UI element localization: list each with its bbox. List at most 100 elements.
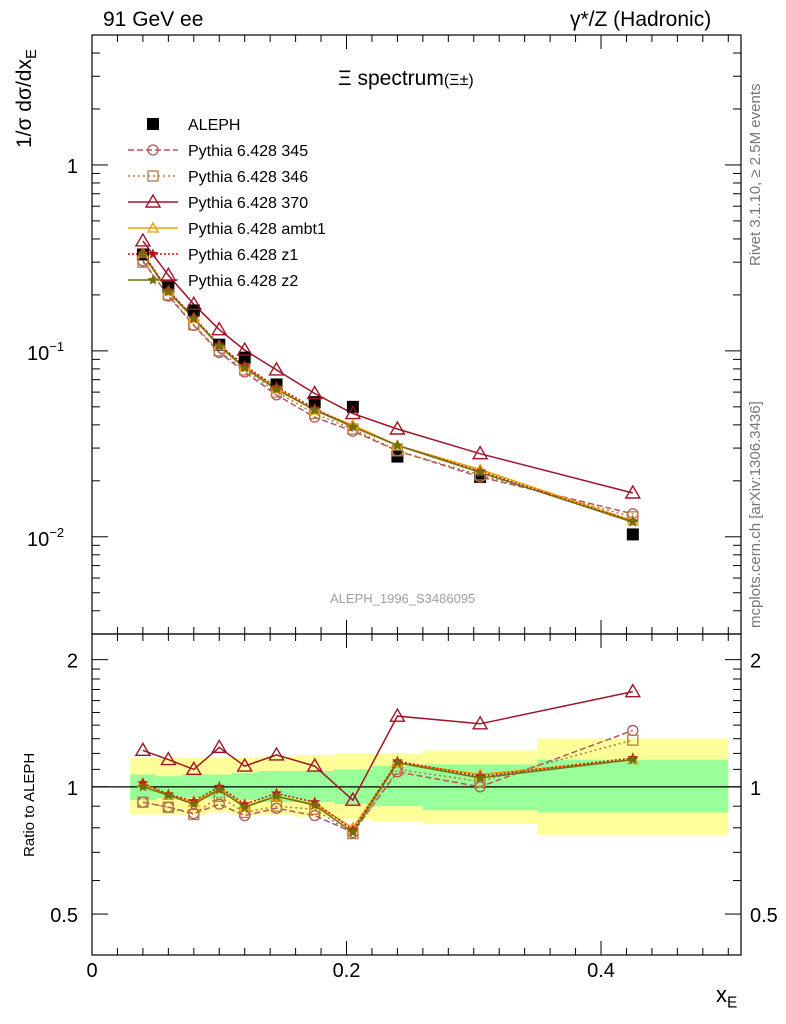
ratio-point-z2 — [239, 801, 251, 812]
rivet-info: Rivet 3.1.10, ≥ 2.5M events — [747, 83, 764, 267]
header-right: γ*/Z (Hadronic) — [570, 8, 712, 31]
x-axis-label-sub: E — [727, 994, 738, 1012]
legend-marker-p346 — [147, 170, 159, 182]
ratio-point-p346 — [188, 808, 200, 821]
legend-label-p345: Pythia 6.428 345 — [188, 143, 308, 160]
ratio-point-p345 — [213, 798, 225, 810]
point-p370 — [211, 321, 228, 336]
series-line-p345 — [142, 260, 633, 515]
main-title: Ξ spectrum(Ξ±) — [338, 67, 474, 91]
ratio-point-p370 — [185, 760, 203, 776]
legend-label-p346: Pythia 6.428 346 — [188, 169, 308, 186]
y-axis-label-main-sub: E — [24, 49, 41, 60]
point-z2 — [627, 516, 639, 527]
y-axis-label-main-text: 1/σ dσ/dx — [13, 59, 36, 148]
ratio-point-z2 — [309, 799, 321, 810]
ratio-point-p346 — [162, 801, 175, 813]
legend-marker-p370 — [144, 193, 162, 208]
ratio-tick-label-left: 0.5 — [50, 905, 78, 927]
band-inner-segment — [537, 759, 729, 813]
ratio-line-p370 — [142, 690, 633, 802]
legend-label-z1: Pythia 6.428 z1 — [188, 247, 298, 264]
ratio-point-p370 — [624, 683, 642, 698]
ratio-point-p370 — [344, 791, 362, 806]
ratio-point-z2 — [213, 783, 225, 795]
y-tick-label: 10−1 — [27, 339, 64, 365]
point-z2 — [137, 248, 149, 260]
main-title-text: Ξ spectrum — [338, 67, 444, 90]
x-axis-label: xE — [716, 982, 737, 1012]
ratio-line-p345 — [142, 729, 634, 834]
point-z2 — [347, 421, 359, 432]
ratio-point-p370 — [236, 757, 253, 772]
legend-marker-z2 — [147, 274, 159, 285]
main-series — [134, 232, 642, 541]
x-axis-label-text: x — [716, 982, 727, 1007]
ratio-series — [134, 683, 642, 840]
point-z2 — [188, 312, 200, 324]
series-line-z1 — [142, 252, 634, 523]
ratio-tick-label-left: 2 — [67, 651, 78, 673]
legend-label-p370: Pythia 6.428 370 — [188, 195, 308, 212]
series-line-ambt1 — [142, 252, 634, 522]
point-p370 — [160, 266, 177, 281]
ratio-line-p346 — [142, 739, 633, 835]
x-tick-label: 0 — [86, 960, 97, 982]
point-z2 — [474, 466, 486, 478]
ratio-point-p346 — [270, 800, 283, 812]
point-z2 — [213, 340, 225, 351]
point-p370 — [236, 341, 253, 356]
y-axis-label-main: 1/σ dσ/dxE — [13, 49, 40, 148]
ratio-tick-label-left: 1 — [67, 778, 78, 800]
ratio-frame — [91, 633, 742, 956]
x-tick-label: 0.4 — [587, 960, 615, 982]
series-line-p346 — [142, 261, 633, 518]
ratio-tick-label-right: 0.5 — [750, 905, 778, 927]
ratio-point-z2 — [162, 789, 174, 800]
legend-label-z2: Pythia 6.428 z2 — [188, 273, 298, 290]
point-z2 — [309, 404, 321, 415]
point-z2 — [391, 439, 403, 451]
x-tick-label: 0.2 — [333, 960, 361, 982]
point-p370 — [471, 445, 489, 460]
ratio-point-p346 — [137, 796, 149, 808]
y-axis-ratio: 0.5 0.5 1 1 2 2 — [50, 651, 778, 927]
ratio-point-p345 — [627, 724, 639, 737]
ratio-point-p370 — [134, 741, 152, 757]
point-z2 — [162, 285, 174, 297]
point-p370 — [268, 361, 285, 376]
series-line-p370 — [142, 240, 633, 494]
ratio-point-p370 — [389, 707, 406, 722]
ratio-point-z2 — [188, 798, 200, 809]
main-title-suffix: (Ξ±) — [443, 72, 474, 89]
ratio-point-p370 — [471, 715, 489, 730]
point-data — [187, 304, 200, 317]
ratio-point-z2 — [391, 757, 403, 768]
ratio-point-z2 — [271, 790, 283, 801]
point-data — [626, 528, 639, 541]
y-tick-label: 10−2 — [27, 525, 64, 551]
ratio-point-z2 — [474, 772, 486, 783]
point-p370 — [134, 232, 152, 247]
watermark: ALEPH_1996_S3486095 — [330, 591, 476, 606]
legend: ALEPH Pythia 6.428 345 Pythia 6.428 346 Pyt… — [128, 117, 326, 290]
ratio-tick-label-right: 2 — [750, 651, 761, 673]
legend-marker-data — [147, 118, 159, 130]
y-axis-main: 10−2 10−1 1 — [27, 34, 741, 635]
ratio-point-p370 — [160, 751, 177, 766]
point-p370 — [624, 484, 642, 499]
point-z2 — [239, 362, 251, 373]
ratio-point-p370 — [268, 746, 285, 761]
legend-label-data: ALEPH — [188, 117, 240, 134]
point-z2 — [271, 383, 283, 395]
ratio-point-z2 — [627, 753, 639, 765]
legend-marker-p345 — [147, 144, 159, 156]
ratio-tick-label-right: 1 — [750, 778, 761, 800]
band-inner-segment — [371, 766, 423, 807]
x-axis: 0 0.2 0.4 — [86, 35, 729, 982]
ratio-point-p370 — [306, 757, 323, 772]
point-data — [391, 450, 404, 463]
series-line-z2 — [142, 254, 634, 523]
mcplots-info: mcplots.cern.ch [arXiv:1306.3436] — [747, 401, 764, 628]
